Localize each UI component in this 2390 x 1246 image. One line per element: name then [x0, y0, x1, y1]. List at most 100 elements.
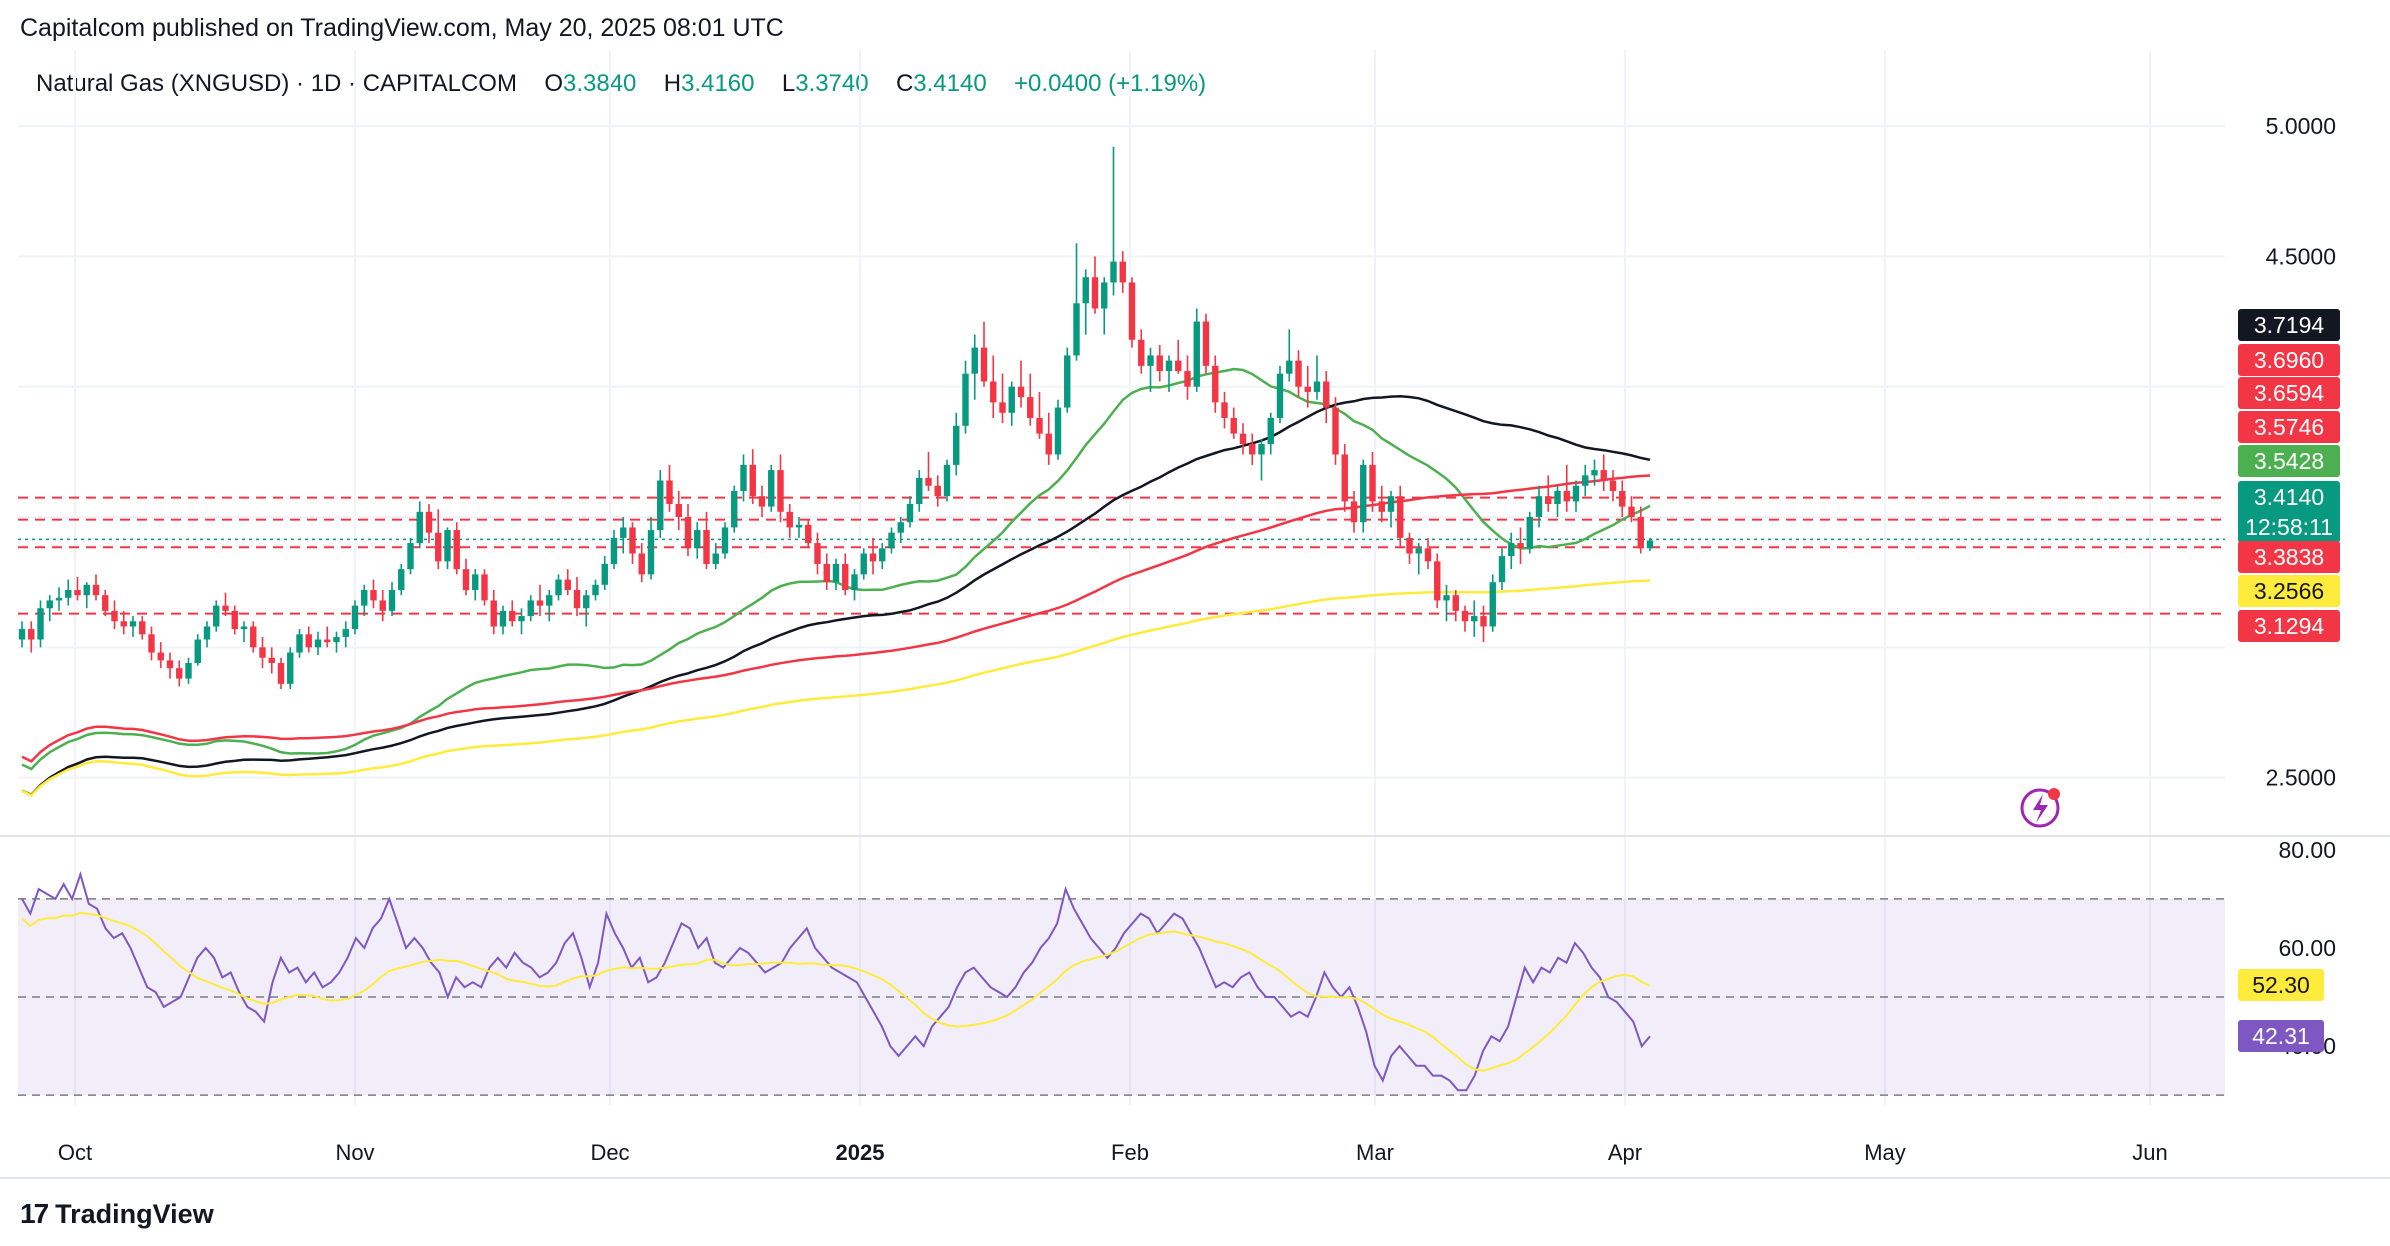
candle — [647, 517, 655, 580]
candle — [287, 647, 294, 690]
tradingview-logo-icon: 17 — [20, 1198, 49, 1229]
svg-text:42.31: 42.31 — [2252, 1023, 2310, 1049]
candle — [629, 522, 636, 564]
candle — [1387, 490, 1395, 528]
candle — [1230, 407, 1237, 439]
candle — [1212, 355, 1219, 413]
candle — [1110, 146, 1117, 296]
candle — [1249, 433, 1256, 465]
candle — [194, 634, 201, 666]
candle — [1452, 590, 1459, 622]
time-tick-label: May — [1864, 1140, 1906, 1165]
candle — [324, 626, 331, 648]
candle — [1406, 532, 1413, 564]
candle — [962, 360, 969, 434]
price-badge: 3.4140 12:58:11 — [2238, 481, 2340, 543]
candle — [1258, 438, 1265, 481]
rsi-line — [21, 871, 1651, 1092]
candle — [231, 605, 238, 635]
candle — [860, 548, 867, 580]
candle — [1017, 360, 1025, 408]
candle — [592, 579, 599, 601]
candle — [1138, 329, 1145, 374]
candle — [888, 527, 895, 554]
svg-text:3.3838: 3.3838 — [2254, 544, 2324, 570]
candle — [176, 660, 183, 687]
time-tick-label: Dec — [590, 1140, 629, 1165]
candle — [1535, 485, 1543, 528]
candle — [425, 503, 433, 544]
candle — [620, 517, 627, 554]
candle — [1489, 574, 1496, 632]
candle — [157, 642, 164, 669]
candle — [768, 464, 775, 512]
candles — [18, 146, 1654, 690]
candle — [721, 522, 729, 559]
candle — [879, 543, 886, 570]
price-tick-label: 5.0000 — [2266, 113, 2336, 139]
price-badges: 3.7194 3.6960 3.6594 3.5746 3.5428 3.4140 12:5… — [2238, 309, 2340, 1052]
candle — [1424, 537, 1432, 570]
candle — [18, 621, 26, 648]
candle — [1184, 355, 1191, 400]
rsi-ma-badge: 52.30 — [2238, 969, 2324, 1001]
candle — [546, 590, 553, 622]
candle — [1276, 365, 1284, 424]
ohlc-close: C3.4140 — [895, 70, 987, 97]
brand-name: TradingView — [55, 1198, 214, 1229]
price-badge: 3.6960 — [2238, 344, 2340, 376]
candle — [83, 582, 90, 609]
candle — [999, 373, 1006, 424]
candle — [1202, 313, 1210, 374]
bar-countdown: 12:58:11 — [2245, 514, 2333, 540]
lightning-icon[interactable] — [2020, 788, 2060, 828]
candle — [518, 608, 525, 635]
svg-text:3.2566: 3.2566 — [2254, 578, 2324, 604]
candle — [1526, 511, 1533, 554]
candle — [916, 470, 923, 512]
candle — [1267, 412, 1274, 455]
candle — [1434, 553, 1441, 609]
price-badge: 3.3838 — [2238, 541, 2340, 573]
symbol-title[interactable]: Natural Gas (XNGUSD) · 1D · CAPITALCOM — [36, 70, 517, 97]
candle — [1591, 459, 1598, 486]
candle — [74, 576, 81, 601]
candle — [1054, 399, 1062, 460]
price-badge: 3.6594 — [2238, 377, 2340, 409]
time-tick-label: 2025 — [836, 1140, 885, 1165]
candle — [1341, 444, 1348, 512]
candle — [1545, 475, 1552, 512]
candle — [509, 600, 516, 627]
candle — [712, 543, 719, 570]
candle — [657, 470, 664, 538]
time-tick-label: Nov — [335, 1140, 374, 1165]
candle — [869, 537, 877, 575]
candle — [823, 553, 830, 590]
candle — [453, 522, 460, 575]
candle — [1101, 277, 1108, 335]
candle — [953, 412, 960, 476]
candle — [1619, 480, 1626, 518]
moving-average-100 — [21, 474, 1651, 763]
candle — [1045, 412, 1052, 465]
candle — [684, 503, 692, 557]
candle — [814, 532, 821, 575]
candle — [925, 451, 932, 491]
svg-text:52.30: 52.30 — [2252, 972, 2310, 998]
candle — [129, 616, 137, 637]
candle — [694, 522, 701, 559]
candle — [842, 553, 849, 596]
price-change: +0.0400 (+1.19%) — [1014, 70, 1207, 97]
candle — [65, 579, 72, 606]
candle — [777, 454, 784, 523]
candle — [897, 517, 904, 544]
rsi-pane — [18, 871, 2225, 1096]
candle — [934, 475, 941, 507]
candle — [1091, 256, 1099, 314]
candle — [1443, 584, 1450, 622]
price-badge: 3.5428 — [2238, 445, 2340, 477]
candle — [1369, 451, 1376, 512]
candle — [407, 537, 414, 575]
candle — [1517, 527, 1524, 564]
